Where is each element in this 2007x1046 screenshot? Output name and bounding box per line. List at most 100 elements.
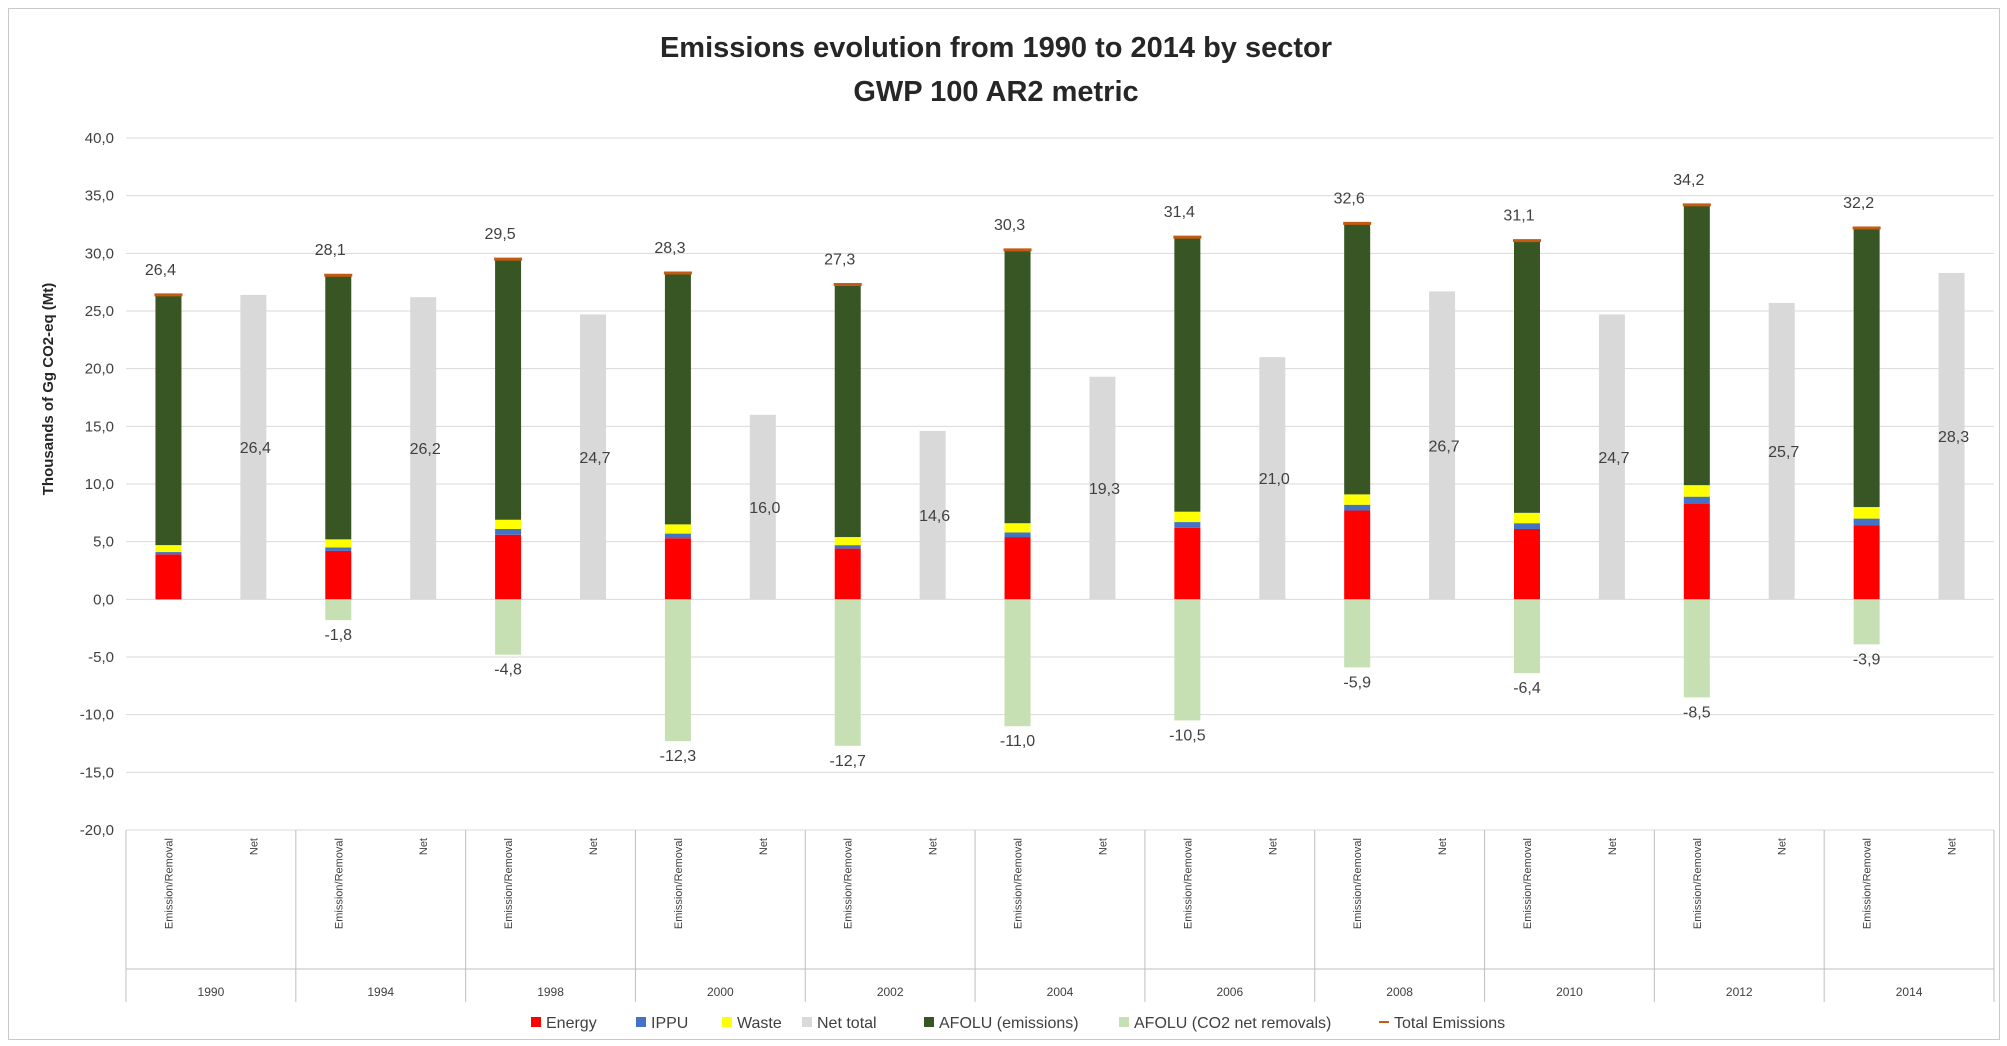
x-bar-label: Net — [1947, 838, 1959, 855]
bar-net-total — [1259, 357, 1286, 600]
x-bar-label: Net — [1267, 838, 1279, 855]
x-bar-label: Emission/Removal — [163, 838, 175, 929]
bar-ippu — [1004, 532, 1031, 538]
net-label: 28,3 — [1938, 429, 1969, 446]
x-category-label: 2008 — [1386, 985, 1413, 999]
bar-afolu-co2-net-removals — [1174, 599, 1201, 721]
x-category-label: 2006 — [1216, 985, 1243, 999]
x-category-label: 1990 — [198, 985, 225, 999]
y-tick-label: 10,0 — [85, 476, 114, 493]
removal-label: -1,8 — [324, 627, 352, 644]
bar-afolu-emissions — [1683, 204, 1710, 486]
net-label: 24,7 — [1598, 450, 1629, 467]
y-tick-label: -10,0 — [80, 707, 114, 724]
y-tick-label: 20,0 — [85, 361, 114, 378]
net-label: 14,6 — [919, 508, 950, 525]
x-bar-label: Emission/Removal — [503, 838, 515, 929]
x-bar-label: Emission/Removal — [1862, 838, 1874, 929]
x-category-label: 2010 — [1556, 985, 1583, 999]
bar-afolu-emissions — [155, 294, 182, 546]
bar-ippu — [155, 552, 182, 555]
removal-label: -5,9 — [1343, 674, 1371, 691]
bar-waste — [1683, 485, 1710, 497]
removal-label: -11,0 — [1000, 733, 1035, 750]
removal-label: -12,7 — [829, 753, 866, 770]
net-label: 26,2 — [410, 441, 441, 458]
x-bar-label: Net — [248, 838, 260, 855]
x-category-label: 2000 — [707, 985, 734, 999]
bar-waste — [664, 524, 691, 534]
y-tick-label: 0,0 — [93, 591, 114, 608]
bar-energy — [1004, 537, 1031, 600]
bar-net-total — [240, 294, 267, 600]
legend-swatch — [1119, 1017, 1129, 1027]
bar-afolu-emissions — [834, 284, 861, 538]
bar-afolu-emissions — [1514, 240, 1540, 513]
total-label: 29,5 — [485, 226, 516, 243]
x-bar-label: Emission/Removal — [1182, 838, 1194, 929]
x-category-label: 2004 — [1047, 985, 1074, 999]
bar-ippu — [495, 528, 522, 535]
x-bar-label: Emission/Removal — [1352, 838, 1364, 929]
bar-afolu-co2-net-removals — [834, 599, 861, 746]
grid: 40,0 35,0 30,0 25,0 20,0 15,0 10,0 5,0 0,0 -5,0 -1… — [80, 130, 1994, 839]
bar-energy — [1683, 503, 1710, 600]
bar-energy — [834, 548, 861, 600]
bar-waste — [325, 539, 352, 548]
x-bar-label: Emission/Removal — [333, 838, 345, 929]
legend-label: Total Emissions — [1394, 1015, 1505, 1032]
x-bar-label: Emission/Removal — [843, 838, 855, 929]
y-tick-label: -5,0 — [88, 649, 114, 666]
bar-net-total — [1429, 291, 1456, 600]
bar-net-total — [1598, 314, 1625, 600]
total-label: 28,3 — [654, 240, 685, 257]
x-bar-label: Net — [1777, 838, 1789, 855]
removal-label: -3,9 — [1853, 651, 1881, 668]
bar-energy — [1514, 528, 1540, 600]
bar-ippu — [325, 547, 352, 551]
bar-afolu-emissions — [1174, 237, 1201, 512]
bar-net-total — [749, 414, 776, 600]
removal-label: -12,3 — [660, 748, 697, 765]
bar-afolu-co2-net-removals — [1683, 599, 1710, 698]
net-label: 24,7 — [579, 450, 610, 467]
bar-afolu-co2-net-removals — [1853, 599, 1880, 645]
removal-label: -10,5 — [1169, 727, 1206, 744]
x-category-label: 2012 — [1726, 985, 1753, 999]
bar-afolu-emissions — [495, 259, 522, 520]
legend-swatch — [636, 1017, 646, 1027]
total-label: 30,3 — [994, 217, 1025, 234]
legend-swatch — [802, 1017, 812, 1027]
bar-ippu — [1853, 518, 1880, 526]
bar-ippu — [1514, 523, 1540, 529]
bar-waste — [155, 545, 182, 553]
bar-ippu — [1344, 504, 1371, 511]
bar-afolu-co2-net-removals — [325, 599, 352, 621]
x-bar-label: Emission/Removal — [673, 838, 685, 929]
x-bar-label: Emission/Removal — [1013, 838, 1025, 929]
bar-energy — [495, 534, 522, 600]
bar-energy — [325, 550, 352, 600]
bar-afolu-co2-net-removals — [1514, 599, 1540, 674]
x-bar-label: Net — [758, 838, 770, 855]
bar-afolu-emissions — [664, 272, 691, 525]
y-tick-label: 30,0 — [85, 245, 114, 262]
legend-swatch — [722, 1017, 732, 1027]
y-axis-title: Thousands of Gg CO2-eq (Mt) — [40, 283, 57, 495]
bar-waste — [1853, 507, 1880, 519]
legend-label: Energy — [546, 1015, 597, 1032]
bar-net-total — [1938, 272, 1965, 600]
net-label: 25,7 — [1768, 444, 1799, 461]
y-tick-label: 25,0 — [85, 303, 114, 320]
bar-afolu-co2-net-removals — [1344, 599, 1371, 668]
x-bar-label: Net — [928, 838, 940, 855]
x-bar-label: Emission/Removal — [1692, 838, 1704, 929]
legend-swatch — [924, 1017, 934, 1027]
bar-net-total — [410, 297, 437, 600]
bar-waste — [1174, 511, 1201, 523]
bar-energy — [1174, 527, 1201, 600]
bar-net-total — [919, 430, 946, 600]
removal-label: -4,8 — [494, 662, 522, 679]
x-category-label: 1998 — [537, 985, 564, 999]
total-label: 32,2 — [1843, 195, 1874, 212]
